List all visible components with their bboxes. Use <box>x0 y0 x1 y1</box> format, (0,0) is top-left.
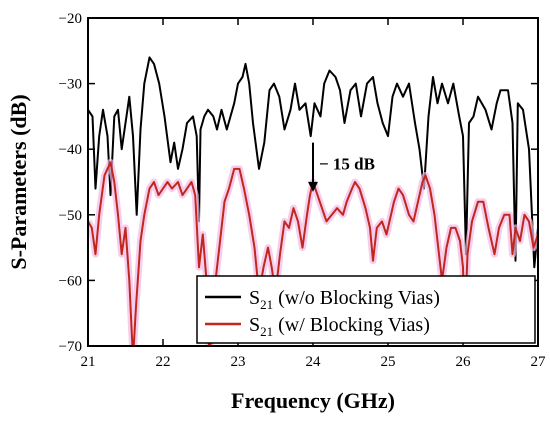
y-tick-label: −70 <box>59 339 82 355</box>
x-tick-label: 24 <box>306 354 322 370</box>
annotation-arrowhead <box>308 181 318 192</box>
y-tick-label: −20 <box>59 11 82 27</box>
x-tick-label: 23 <box>231 354 246 370</box>
x-tick-label: 26 <box>456 354 472 370</box>
annotation-label: − 15 dB <box>319 155 375 174</box>
y-tick-label: −60 <box>59 273 82 289</box>
legend-label-1: S21 (w/o Blocking Vias) <box>249 287 440 312</box>
x-tick-label: 22 <box>156 354 171 370</box>
annotation-layer: − 15 dB <box>308 142 375 192</box>
x-axis-title: Frequency (GHz) <box>231 388 395 413</box>
legend-label-2: S21 (w/ Blocking Vias) <box>249 314 430 339</box>
y-axis-title: S-Parameters (dB) <box>6 94 31 269</box>
series-1-line <box>88 56 538 269</box>
y-tick-label: −30 <box>59 77 82 93</box>
legend-box <box>196 275 536 344</box>
x-tick-label: 25 <box>381 354 396 370</box>
y-tick-label: −50 <box>59 208 82 224</box>
legend: S21 (w/o Blocking Vias)S21 (w/ Blocking … <box>196 275 536 344</box>
x-tick-label: 27 <box>531 354 547 370</box>
y-tick-label: −40 <box>59 142 82 158</box>
x-tick-label: 21 <box>81 354 96 370</box>
